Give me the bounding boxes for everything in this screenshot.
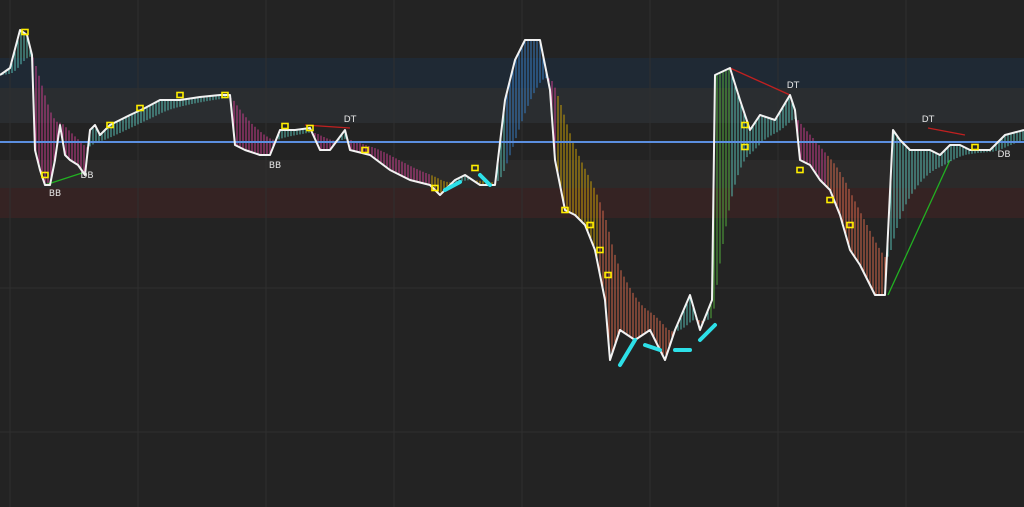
signal-marker [361, 146, 369, 154]
signal-marker [176, 91, 184, 99]
pattern-label: DB [997, 150, 1010, 160]
signal-marker [21, 28, 29, 36]
lower-band-inner [0, 160, 1024, 188]
signal-marker [796, 166, 804, 174]
signal-marker [826, 196, 834, 204]
signal-marker [741, 121, 749, 129]
signal-marker [106, 121, 114, 129]
pattern-label: DT [787, 81, 800, 91]
cyan-dash [698, 323, 717, 342]
signal-marker [136, 104, 144, 112]
trend-line [44, 171, 86, 186]
signal-marker [596, 246, 604, 254]
cyan-dash [443, 180, 462, 192]
lower-band-outer [0, 188, 1024, 218]
volatility-bands [0, 58, 1024, 218]
signal-marker [846, 221, 854, 229]
signal-marker [604, 271, 612, 279]
signal-markers [21, 28, 979, 279]
pattern-label: BB [269, 161, 281, 171]
signal-marker [586, 221, 594, 229]
trend-line [927, 127, 966, 136]
cyan-dash [478, 173, 492, 187]
pattern-label: DB [80, 171, 93, 181]
pattern-label: DT [922, 115, 935, 125]
signal-marker [561, 206, 569, 214]
pattern-label: DT [344, 115, 357, 125]
signal-marker [971, 143, 979, 151]
signal-marker [281, 122, 289, 130]
signal-marker [431, 184, 439, 192]
cyan-dash [618, 338, 637, 367]
trend-line [887, 159, 951, 296]
signal-marker [221, 91, 229, 99]
signal-marker [41, 171, 49, 179]
price-line [0, 29, 1024, 361]
signal-marker [741, 143, 749, 151]
cyan-dashes [443, 173, 717, 367]
pattern-label: BB [49, 189, 61, 199]
cyan-dash [643, 343, 662, 352]
upper-band-inner [0, 88, 1024, 123]
pattern-labels: BB DB BB DT DT DT DB [49, 81, 1011, 199]
signal-marker [306, 124, 314, 132]
trend-line [729, 67, 791, 96]
signal-marker [471, 164, 479, 172]
